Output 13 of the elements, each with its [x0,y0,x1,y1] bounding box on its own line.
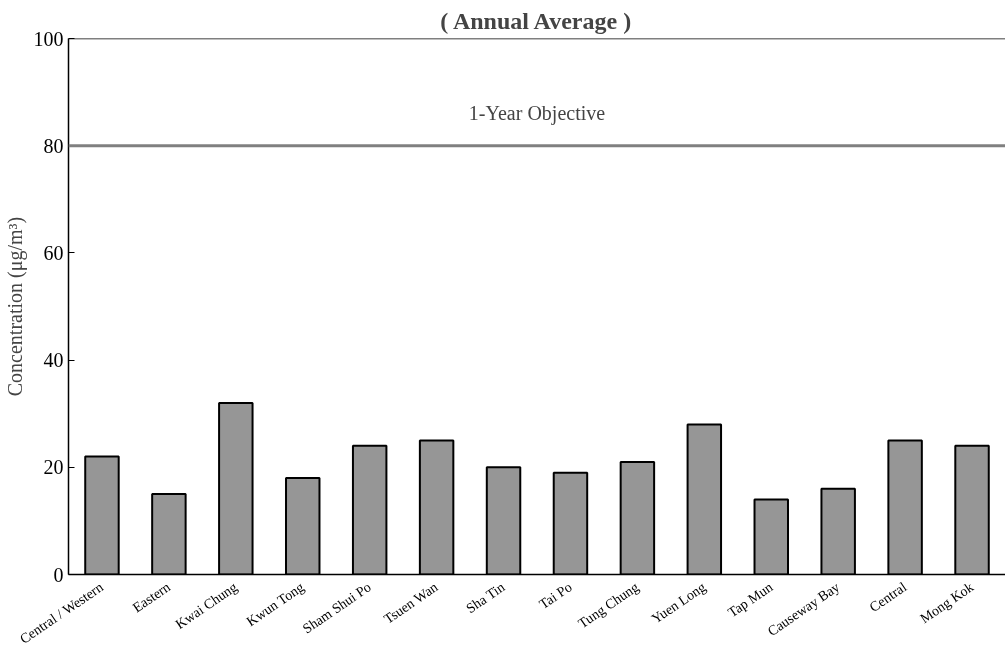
chart-title: ( Annual Average ) [440,7,632,34]
x-tick-label: Sha Tin [463,579,508,617]
x-tick-label: Yuen Long [649,579,709,627]
ref-line-label: 1-Year Objective [468,102,606,126]
y-tick-label: 60 [43,241,64,264]
y-tick-label: 80 [43,134,64,157]
y-tick-label: 20 [43,456,64,479]
y-tick-label: 100 [33,27,64,50]
x-tick-label: Tai Po [536,579,575,612]
x-tick-label: Tsuen Wan [381,579,441,627]
y-tick-label: 40 [43,349,64,372]
y-tick-label: 0 [53,563,64,586]
y-axis-title: Concentration (μg/m³) [3,216,27,397]
